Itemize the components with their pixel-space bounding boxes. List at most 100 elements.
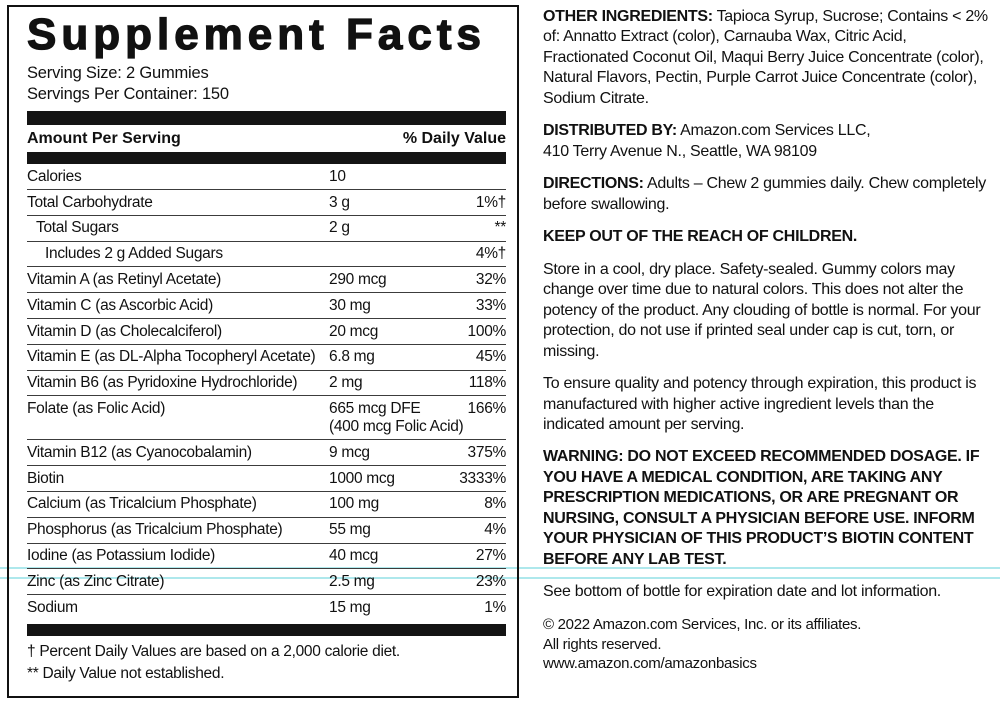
copyright-block: © 2022 Amazon.com Services, Inc. or its …: [543, 615, 990, 674]
facts-row: Folate (as Folic Acid) 665 mcg DFE (400 mc…: [27, 396, 506, 441]
nutrient-amount: 20 mcg: [329, 323, 378, 341]
paragraph-heading: DIRECTIONS:: [543, 175, 644, 193]
copyright-line: © 2022 Amazon.com Services, Inc. or its …: [543, 615, 862, 633]
nutrient-amount: 10: [329, 168, 346, 186]
info-paragraph: OTHER INGREDIENTS: Tapioca Syrup, Sucros…: [543, 7, 990, 109]
amount-line: 2.5 mg: [329, 572, 375, 590]
amount-line: 40 mcg: [329, 547, 379, 565]
nutrient-amount: 30 mg: [329, 297, 371, 315]
panel-title: Supplement Facts: [26, 10, 486, 59]
daily-value: 1%: [484, 598, 506, 616]
facts-row: Includes 2 g Added Sugars 4%†: [27, 242, 506, 268]
info-paragraph: DIRECTIONS: Adults – Chew 2 gummies dail…: [543, 174, 990, 215]
daily-value: 45%: [475, 348, 506, 366]
nutrient-amount: 665 mcg DFE (400 mcg Folic Acid): [329, 399, 464, 437]
rights-line: All rights reserved.: [543, 635, 662, 653]
nutrient-amount: 6.8 mg: [329, 348, 375, 366]
paragraph-text: Tapioca Syrup, Sucrose; Contains < 2% of…: [543, 8, 988, 107]
scan-artifact-line: [0, 577, 1000, 579]
paragraph-text: Store in a cool, dry place. Safety-seale…: [543, 260, 981, 360]
info-paragraph: See bottom of bottle for expiration date…: [543, 582, 990, 602]
amount-line: 15 mg: [329, 598, 371, 616]
nutrient-amount: 55 mg: [329, 521, 371, 539]
footnote-daily-values: † Percent Daily Values are based on a 2,…: [27, 642, 400, 660]
nutrient-name: Includes 2 g Added Sugars: [45, 245, 223, 263]
paragraph-heading: DISTRIBUTED BY:: [543, 122, 677, 140]
info-paragraph: To ensure quality and potency through ex…: [543, 374, 990, 435]
facts-row: Sodium 15 mg 1%: [27, 595, 506, 620]
amount-line: 2 mg: [329, 374, 363, 392]
nutrient-name: Iodine (as Potassium Iodide): [27, 547, 216, 565]
daily-value: 8%: [484, 495, 506, 513]
nutrient-amount: 9 mcg: [329, 444, 370, 462]
facts-row: Total Carbohydrate 3 g 1%†: [27, 190, 506, 216]
nutrient-name: Vitamin C (as Ascorbic Acid): [27, 296, 213, 314]
amount-line: 665 mcg DFE: [329, 399, 421, 417]
nutrient-name: Vitamin B12 (as Cyanocobalamin): [27, 443, 252, 461]
paragraph-heading: KEEP OUT OF THE REACH OF CHILDREN.: [543, 228, 857, 246]
amount-line: 1000 mcg: [329, 469, 395, 487]
nutrient-name: Biotin: [27, 469, 64, 487]
facts-row: Vitamin E (as DL-Alpha Tocopheryl Acetat…: [27, 345, 506, 371]
nutrient-amount: 2 mg: [329, 374, 363, 392]
paragraph-text: To ensure quality and potency through ex…: [543, 375, 977, 433]
facts-row: Vitamin D (as Cholecalciferol) 20 mcg 100%: [27, 319, 506, 345]
amount-line: 20 mcg: [329, 322, 379, 340]
amount-line: 10: [329, 167, 346, 185]
daily-value: 4%†: [475, 245, 506, 263]
footnote-not-established: ** Daily Value not established.: [27, 665, 225, 683]
paragraph-text: Amazon.com Services LLC,: [676, 122, 871, 140]
paragraph-heading: WARNING: DO NOT EXCEED RECOMMENDED DOSAG…: [543, 448, 980, 568]
supplement-facts-panel: Supplement Facts Serving Size: 2 Gummies…: [7, 5, 519, 698]
nutrient-name: Vitamin E (as DL-Alpha Tocopheryl Acetat…: [27, 348, 316, 366]
amount-line: 3 g: [329, 193, 350, 211]
nutrient-name: Total Carbohydrate: [27, 193, 153, 211]
facts-row: Vitamin A (as Retinyl Acetate) 290 mcg 32%: [27, 267, 506, 294]
nutrient-name: Sodium: [27, 598, 78, 616]
amount-line: 290 mcg: [329, 270, 387, 288]
nutrient-amount: 100 mg: [329, 495, 379, 513]
daily-value: 33%: [475, 296, 506, 314]
paragraph-heading: OTHER INGREDIENTS:: [543, 8, 713, 25]
paragraph-text-line2: 410 Terry Avenue N., Seattle, WA 98109: [543, 142, 817, 160]
servings-per-container-text: Servings Per Container: 150: [27, 84, 229, 103]
thick-divider-bar: [27, 152, 506, 165]
daily-value: 27%: [475, 547, 506, 565]
daily-value-header: % Daily Value: [402, 130, 506, 148]
info-paragraph: Store in a cool, dry place. Safety-seale…: [543, 260, 990, 362]
facts-row: Iodine (as Potassium Iodide) 40 mcg 27%: [27, 544, 506, 570]
nutrient-amount: 2 g: [329, 219, 350, 237]
paragraph-text: Adults – Chew 2 gummies daily. Chew comp…: [543, 175, 986, 213]
info-paragraph: KEEP OUT OF THE REACH OF CHILDREN.: [543, 227, 990, 247]
nutrient-name: Vitamin A (as Retinyl Acetate): [27, 270, 222, 288]
scan-artifact-line: [0, 567, 1000, 569]
daily-value: 118%: [468, 374, 507, 392]
facts-row: Vitamin B12 (as Cyanocobalamin) 9 mcg 375%: [27, 440, 506, 467]
nutrient-name: Zinc (as Zinc Citrate): [27, 572, 165, 590]
daily-value: 4%: [484, 521, 506, 539]
facts-row: Vitamin B6 (as Pyridoxine Hydrochloride)…: [27, 371, 506, 397]
facts-row: Phosphorus (as Tricalcium Phosphate) 55 m…: [27, 518, 506, 544]
daily-value: 100%: [467, 322, 507, 340]
facts-row: Total Sugars 2 g **: [27, 216, 506, 242]
nutrient-name: Folate (as Folic Acid): [27, 399, 166, 417]
facts-table: Calories 10 Total Carbohydrate 3 g 1%† Total …: [27, 164, 506, 620]
nutrient-amount: 3 g: [329, 194, 350, 212]
amount-line: 100 mg: [329, 495, 379, 513]
thick-divider-bar: [27, 111, 506, 126]
nutrient-name: Vitamin D (as Cholecalciferol): [27, 322, 222, 340]
amount-per-serving-header: Amount Per Serving: [27, 130, 181, 148]
nutrient-name: Calcium (as Tricalcium Phosphate): [27, 495, 257, 513]
nutrient-amount: 40 mcg: [329, 547, 378, 565]
nutrient-name: Calories: [27, 167, 82, 185]
nutrient-amount: 15 mg: [329, 599, 371, 617]
thick-divider-bar: [27, 623, 506, 636]
paragraph-text: See bottom of bottle for expiration date…: [543, 583, 941, 601]
nutrient-name: Phosphorus (as Tricalcium Phosphate): [27, 521, 283, 539]
amount-line: 30 mg: [329, 296, 371, 314]
facts-row: Zinc (as Zinc Citrate) 2.5 mg 23%: [27, 569, 506, 596]
facts-row: Vitamin C (as Ascorbic Acid) 30 mg 33%: [27, 293, 506, 319]
info-paragraphs: OTHER INGREDIENTS: Tapioca Syrup, Sucros…: [543, 7, 990, 603]
daily-value: 1%†: [475, 193, 506, 211]
amount-line: 55 mg: [329, 521, 371, 539]
